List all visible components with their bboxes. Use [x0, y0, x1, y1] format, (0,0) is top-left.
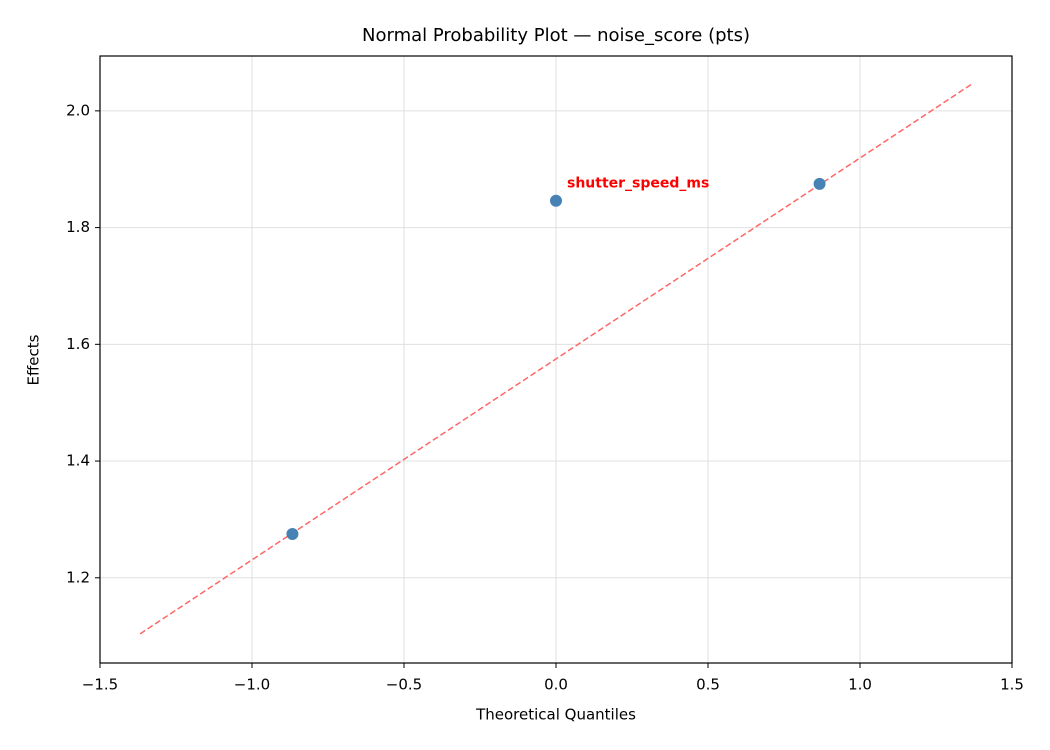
- x-tick-label: −1.5: [82, 676, 118, 694]
- y-tick-label: 2.0: [66, 101, 90, 119]
- data-point: [286, 528, 299, 541]
- y-tick-label: 1.6: [66, 335, 90, 353]
- y-axis-label: Effects: [25, 334, 43, 385]
- y-tick-label: 1.4: [66, 452, 90, 470]
- x-tick-label: −0.5: [386, 676, 422, 694]
- annotation: shutter_speed_ms: [567, 176, 709, 192]
- y-tick-label: 1.2: [66, 568, 90, 586]
- x-tick-label: 1.5: [1000, 676, 1024, 694]
- x-tick-label: 0.5: [696, 676, 720, 694]
- chart-title: Normal Probability Plot — noise_score (p…: [362, 25, 750, 46]
- plot-frame: [99, 55, 1013, 664]
- x-tick-label: 1.0: [848, 676, 872, 694]
- x-axis-label: Theoretical Quantiles: [475, 706, 636, 724]
- data-point: [813, 177, 826, 190]
- y-tick-label: 1.8: [66, 218, 90, 236]
- x-tick-label: −1.0: [234, 676, 270, 694]
- x-tick-label: 0.0: [544, 676, 568, 694]
- data-point: [550, 194, 562, 207]
- reference-line: [139, 83, 973, 635]
